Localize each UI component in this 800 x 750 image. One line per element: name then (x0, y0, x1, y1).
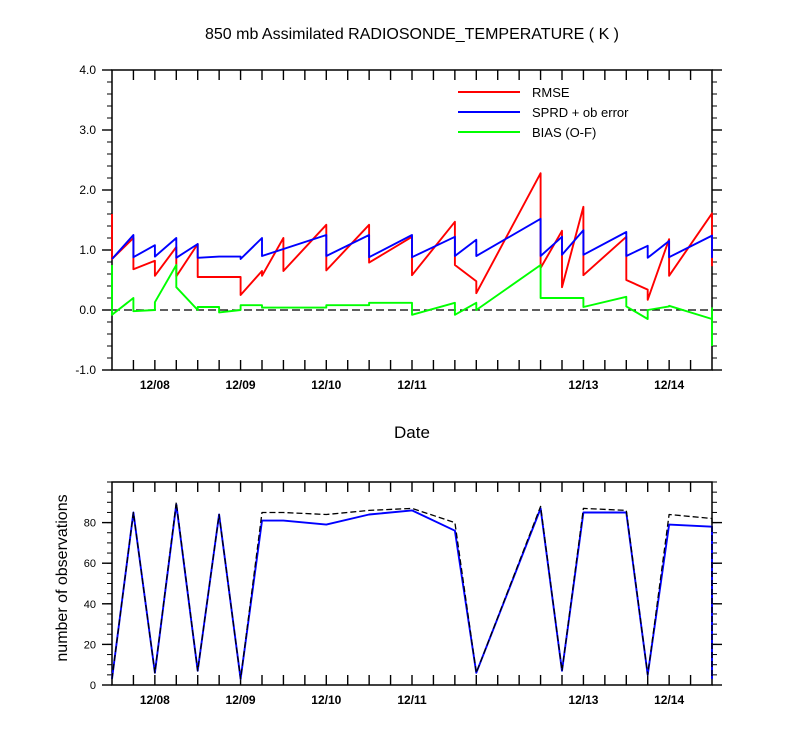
bottom-y-tick-label: 0 (90, 680, 96, 692)
top-x-tick-label: 12/10 (311, 378, 341, 392)
legend: RMSE SPRD + ob error BIAS (O-F) (458, 85, 629, 140)
top-x-tick-label: 12/14 (654, 378, 684, 392)
bottom-panel: 0 20 40 60 80 12/08 12/09 12/10 12/11 12/13 12/14… (54, 481, 722, 707)
legend-label-sprd-ob-error: SPRD + ob error (532, 105, 629, 120)
bottom-x-tick-label: 12/10 (311, 693, 341, 707)
top-series-group (111, 172, 713, 346)
bottom-x-tick-label: 12/08 (140, 693, 170, 707)
series-bias-o-f (111, 264, 713, 346)
top-x-tick-label: 12/09 (226, 378, 256, 392)
bottom-x-tick-labels: 12/08 12/09 12/10 12/11 12/13 12/14 (140, 693, 685, 707)
bottom-y-tick-label: 20 (84, 639, 96, 651)
bottom-series-group (111, 501, 713, 680)
top-panel: -1.0 0.0 1.0 2.0 3.0 4.0 12/08 12/09 12/10 12/11… (75, 63, 722, 442)
top-y-tick-labels: -1.0 0.0 1.0 2.0 3.0 4.0 (75, 63, 96, 377)
bottom-y-tick-labels: 0 20 40 60 80 (84, 518, 96, 692)
top-x-tick-label: 12/08 (140, 378, 170, 392)
top-y-tick-label: -1.0 (75, 363, 96, 377)
series-sprd-ob-error (111, 217, 713, 260)
bottom-x-tick-label: 12/11 (397, 693, 427, 707)
top-y-tick-label: 2.0 (79, 183, 96, 197)
y-axis-label: number of observations (54, 494, 71, 661)
bottom-x-tick-label: 12/09 (226, 693, 256, 707)
top-x-tick-label: 12/11 (397, 378, 427, 392)
top-x-tick-label: 12/13 (568, 378, 598, 392)
bottom-y-tick-label: 40 (84, 599, 96, 611)
x-axis-label: Date (394, 423, 430, 442)
top-x-tick-labels: 12/08 12/09 12/10 12/11 12/13 12/14 (140, 378, 685, 392)
top-axis-ticks (102, 69, 722, 371)
bottom-y-tick-label: 60 (84, 558, 96, 570)
bottom-x-tick-label: 12/13 (568, 693, 598, 707)
series-possible (111, 501, 713, 680)
legend-label-bias-o-f: BIAS (O-F) (532, 125, 596, 140)
top-y-tick-label: 0.0 (79, 303, 96, 317)
top-y-tick-label: 1.0 (79, 243, 96, 257)
bottom-axis-ticks (102, 481, 722, 686)
bottom-y-tick-label: 80 (84, 518, 96, 530)
top-y-tick-label: 3.0 (79, 123, 96, 137)
legend-label-rmse: RMSE (532, 85, 570, 100)
bottom-x-tick-label: 12/14 (654, 693, 684, 707)
top-y-tick-label: 4.0 (79, 63, 96, 77)
series-used (111, 503, 713, 680)
chart-title: 850 mb Assimilated RADIOSONDE_TEMPERATUR… (205, 26, 619, 43)
